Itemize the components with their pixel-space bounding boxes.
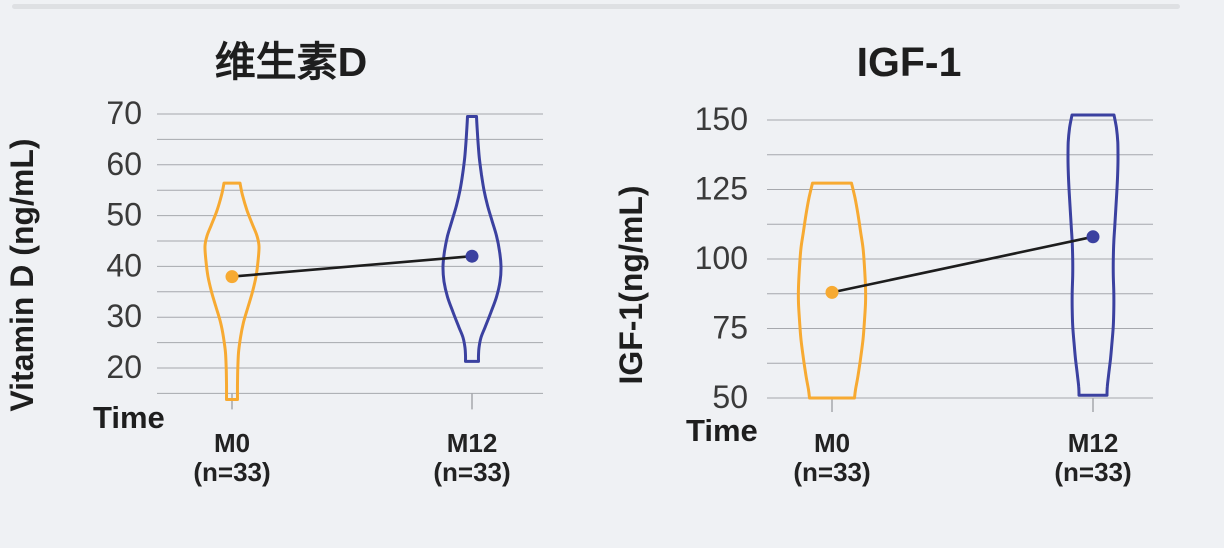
- mean-dot-m12: [1086, 230, 1100, 244]
- y-tick-label: 50: [712, 379, 748, 415]
- violin-m0: [203, 181, 261, 401]
- x-category-sublabel: (n=33): [433, 457, 510, 487]
- y-tick-label: 150: [695, 101, 748, 137]
- x-category-sublabel: (n=33): [1054, 457, 1131, 487]
- x-axis-label: Time: [686, 413, 758, 448]
- mean-connector-line: [231, 254, 473, 278]
- y-axis-label: Vitamin D (ng/mL): [4, 138, 40, 411]
- y-axis-label: IGF-1(ng/mL): [613, 185, 649, 384]
- panel-vitamin-d: 203040506070M0(n=33)M12(n=33)维生素DVitamin…: [4, 39, 543, 487]
- chart-title: 维生素D: [215, 39, 368, 85]
- mean-dot-m0: [225, 270, 239, 284]
- y-tick-label: 100: [695, 240, 748, 276]
- y-tick-label: 60: [106, 146, 142, 182]
- y-tick-label: 70: [106, 95, 142, 131]
- x-category-label: M12: [447, 428, 498, 458]
- x-category-label: M0: [214, 428, 250, 458]
- x-axis-label: Time: [93, 400, 165, 435]
- mean-dot-m0: [825, 285, 839, 299]
- x-category-sublabel: (n=33): [793, 457, 870, 487]
- x-category-sublabel: (n=33): [193, 457, 270, 487]
- violin-m12: [1066, 113, 1120, 397]
- y-tick-label: 125: [695, 171, 748, 207]
- violin-m12: [441, 115, 503, 363]
- x-category-label: M12: [1068, 428, 1119, 458]
- mean-connector-line: [831, 235, 1094, 294]
- y-tick-label: 30: [106, 298, 142, 334]
- y-tick-label: 75: [712, 310, 748, 346]
- chart-title: IGF-1: [857, 39, 962, 85]
- y-tick-label: 20: [106, 349, 142, 385]
- x-category-label: M0: [814, 428, 850, 458]
- top-divider: [12, 4, 1180, 9]
- mean-dot-m12: [465, 249, 479, 263]
- y-tick-label: 50: [106, 197, 142, 233]
- violin-m0: [796, 181, 868, 400]
- panel-igf1: 5075100125150M0(n=33)M12(n=33)IGF-1IGF-1…: [613, 39, 1153, 487]
- y-tick-label: 40: [106, 247, 142, 283]
